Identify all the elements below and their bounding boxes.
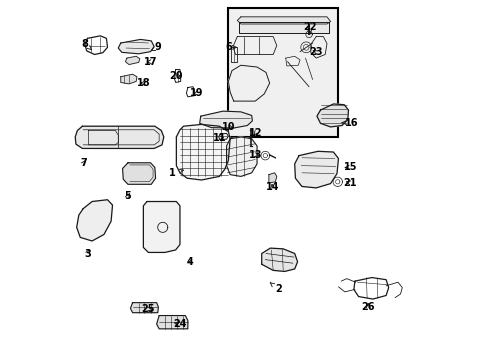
Text: 17: 17 — [143, 57, 157, 67]
Polygon shape — [176, 125, 230, 180]
Text: 15: 15 — [343, 162, 356, 172]
Text: 9: 9 — [151, 42, 161, 52]
Text: 14: 14 — [265, 182, 279, 192]
Text: 23: 23 — [308, 46, 322, 57]
Text: 24: 24 — [173, 319, 186, 329]
Text: 21: 21 — [343, 178, 356, 188]
Polygon shape — [226, 137, 257, 176]
Polygon shape — [130, 303, 158, 313]
Polygon shape — [268, 173, 276, 183]
Text: 25: 25 — [142, 304, 155, 314]
Text: 8: 8 — [81, 39, 91, 50]
Polygon shape — [228, 65, 269, 101]
Text: 11: 11 — [213, 133, 226, 143]
Polygon shape — [77, 200, 112, 241]
Polygon shape — [239, 22, 328, 33]
Polygon shape — [156, 316, 187, 329]
Text: 6: 6 — [225, 42, 236, 52]
Text: 5: 5 — [124, 191, 131, 201]
Polygon shape — [237, 17, 330, 24]
Polygon shape — [199, 111, 252, 128]
Polygon shape — [143, 202, 180, 252]
Text: 3: 3 — [84, 248, 91, 258]
Polygon shape — [122, 163, 155, 184]
Polygon shape — [316, 104, 348, 127]
Text: 16: 16 — [342, 118, 358, 128]
Text: 22: 22 — [303, 22, 316, 34]
Polygon shape — [121, 74, 137, 84]
Text: 12: 12 — [248, 129, 262, 138]
Polygon shape — [125, 56, 140, 64]
Text: 13: 13 — [249, 150, 262, 160]
Text: 1: 1 — [169, 168, 183, 178]
Text: 19: 19 — [190, 88, 203, 98]
Text: 20: 20 — [169, 71, 183, 81]
Text: 18: 18 — [137, 78, 151, 88]
Polygon shape — [294, 151, 338, 188]
Text: 26: 26 — [361, 302, 374, 312]
Text: 7: 7 — [81, 158, 87, 168]
Text: 10: 10 — [222, 122, 235, 132]
Polygon shape — [118, 40, 154, 54]
Bar — [228, 8, 337, 137]
Polygon shape — [261, 248, 297, 271]
Text: 4: 4 — [186, 257, 193, 267]
Polygon shape — [75, 126, 163, 148]
Text: 2: 2 — [269, 283, 282, 294]
